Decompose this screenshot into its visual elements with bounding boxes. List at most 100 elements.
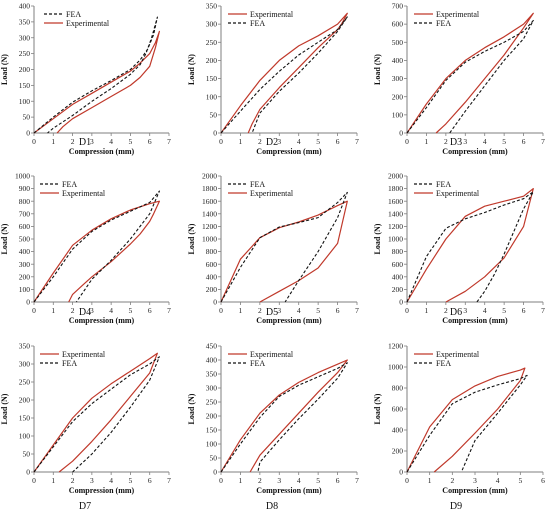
series-line-experimental xyxy=(33,30,160,134)
y-tick-label: 350 xyxy=(19,17,31,26)
legend-label: Experimental xyxy=(436,350,480,359)
y-tick-label: 500 xyxy=(392,38,404,47)
y-tick-label: 150 xyxy=(206,74,218,83)
x-tick-label: 3 xyxy=(277,137,281,146)
series-line-fea xyxy=(406,374,528,473)
x-tick-label: 1 xyxy=(51,137,55,146)
y-tick-label: 200 xyxy=(392,285,404,294)
y-tick-label: 0 xyxy=(213,468,217,477)
series-line-experimental xyxy=(33,352,158,473)
series-line-experimental xyxy=(220,12,348,134)
y-tick-label: 600 xyxy=(392,20,404,29)
x-tick-label: 0 xyxy=(32,306,36,315)
y-tick-label: 900 xyxy=(19,184,31,193)
series-line-fea xyxy=(220,362,348,473)
y-tick-label: 0 xyxy=(26,298,30,307)
y-tick-label: 800 xyxy=(392,384,404,393)
x-tick-label: 4 xyxy=(109,476,113,485)
x-tick-label: 5 xyxy=(502,137,506,146)
y-tick-label: 800 xyxy=(206,247,218,256)
series-line-fea xyxy=(33,190,160,303)
x-tick-label: 0 xyxy=(219,306,223,315)
y-tick-label: 2000 xyxy=(202,172,217,181)
series-line-fea xyxy=(33,356,160,473)
legend-label: FEA xyxy=(436,19,451,28)
y-axis-label: Load (N) xyxy=(187,223,196,254)
x-tick-label: 1 xyxy=(239,137,243,146)
legend-label: FEA xyxy=(62,180,77,189)
chart-panel-d2: 0 50 100 150 200 250 300 350 0 1 2 3 4 5 6 7 Compression… xyxy=(187,2,359,156)
x-tick-label: 3 xyxy=(473,476,477,485)
chart-panel-d4: 0 100 200 300 400 500 600 700 800 900 1000 0 1 2 3 4 5 6 7… xyxy=(0,172,171,325)
x-tick-label: 6 xyxy=(336,306,340,315)
y-tick-label: 250 xyxy=(206,398,218,407)
series-line-fea xyxy=(220,16,348,134)
y-tick-label: 100 xyxy=(19,285,31,294)
x-tick-label: 2 xyxy=(444,137,448,146)
legend-label: Experimental xyxy=(66,19,110,28)
y-tick-label: 1200 xyxy=(388,222,403,231)
x-axis-label: Compression (mm) xyxy=(442,486,508,495)
y-tick-label: 300 xyxy=(206,384,218,393)
x-tick-label: 6 xyxy=(336,137,340,146)
y-axis-label: Load (N) xyxy=(373,54,382,85)
y-tick-label: 1000 xyxy=(388,235,403,244)
x-tick-label: 1 xyxy=(239,306,243,315)
y-tick-label: 200 xyxy=(392,92,404,101)
y-tick-label: 400 xyxy=(19,247,31,256)
y-tick-label: 100 xyxy=(206,440,218,449)
x-tick-label: 2 xyxy=(258,137,262,146)
y-tick-label: 0 xyxy=(399,298,403,307)
chart-panel-d8: 0 50 100 150 200 250 300 350 400 450 0 1 2 3 4 5 6 7 Compr… xyxy=(187,342,359,512)
chart-panel-d7: 0 50 100 150 200 250 300 350 0 1 2 3 4 5 6 7 Compression… xyxy=(0,342,171,512)
y-tick-label: 700 xyxy=(392,2,404,11)
x-tick-label: 7 xyxy=(355,306,359,315)
x-tick-label: 1 xyxy=(425,137,429,146)
y-tick-label: 350 xyxy=(206,370,218,379)
x-tick-label: 7 xyxy=(355,476,359,485)
y-tick-label: 600 xyxy=(19,222,31,231)
x-tick-label: 1 xyxy=(239,476,243,485)
y-tick-label: 100 xyxy=(206,92,218,101)
x-tick-label: 4 xyxy=(483,306,487,315)
y-tick-label: 400 xyxy=(206,356,218,365)
x-axis-label: Compression (mm) xyxy=(256,147,322,156)
x-tick-label: 6 xyxy=(541,476,545,485)
legend-label: Experimental xyxy=(436,10,480,19)
panel-label: D3 xyxy=(450,137,462,148)
y-tick-label: 500 xyxy=(19,235,31,244)
x-tick-label: 0 xyxy=(219,476,223,485)
chart-panel-d3: 0 100 200 300 400 500 600 700 0 1 2 3 4 5 6 7 Compressio… xyxy=(373,2,545,156)
x-tick-label: 3 xyxy=(90,476,94,485)
y-tick-label: 400 xyxy=(392,272,404,281)
x-tick-label: 4 xyxy=(297,137,301,146)
x-tick-label: 4 xyxy=(297,306,301,315)
y-tick-label: 0 xyxy=(399,129,403,138)
x-tick-label: 5 xyxy=(502,306,506,315)
series-line-fea xyxy=(33,16,158,134)
x-tick-label: 5 xyxy=(316,476,320,485)
y-tick-label: 200 xyxy=(19,65,31,74)
x-tick-label: 5 xyxy=(129,306,133,315)
y-tick-label: 150 xyxy=(19,414,31,423)
x-axis-label: Compression (mm) xyxy=(69,486,135,495)
x-axis-label: Compression (mm) xyxy=(69,316,135,325)
y-tick-label: 0 xyxy=(26,468,30,477)
y-tick-label: 350 xyxy=(19,342,31,351)
x-tick-label: 7 xyxy=(355,137,359,146)
y-tick-label: 1000 xyxy=(15,172,30,181)
x-tick-label: 2 xyxy=(258,476,262,485)
legend-label: Experimental xyxy=(436,189,480,198)
y-tick-label: 100 xyxy=(19,432,31,441)
y-axis-label: Load (N) xyxy=(187,393,196,424)
x-axis-label: Compression (mm) xyxy=(442,316,508,325)
x-tick-label: 1 xyxy=(51,476,55,485)
x-tick-label: 1 xyxy=(428,476,432,485)
y-tick-label: 300 xyxy=(392,74,404,83)
x-tick-label: 5 xyxy=(316,306,320,315)
legend-label: FEA xyxy=(62,359,77,368)
y-axis-label: Load (N) xyxy=(0,223,9,254)
panel-label: D9 xyxy=(450,501,462,512)
x-tick-label: 1 xyxy=(425,306,429,315)
